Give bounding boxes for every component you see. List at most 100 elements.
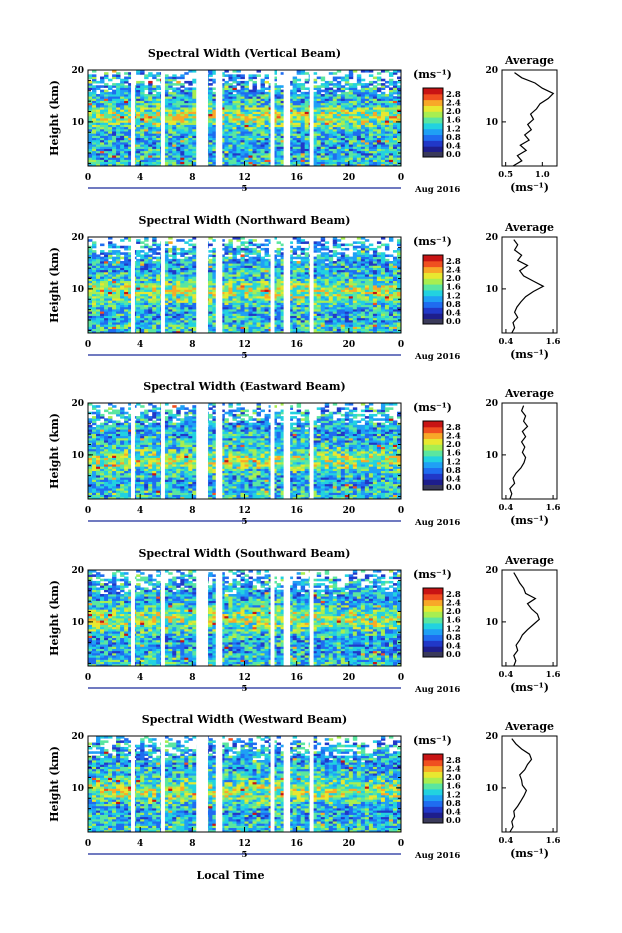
panel-title: Spectral Width (Vertical Beam) [148, 47, 341, 60]
heatmap-cell [88, 239, 92, 242]
heatmap-cell [152, 85, 156, 88]
heatmap-cell [232, 94, 236, 97]
heatmap-cell [377, 87, 381, 90]
heatmap-cell [100, 244, 104, 247]
avg-x-axis-label: (ms⁻¹) [510, 181, 549, 194]
heatmap-cell [369, 74, 373, 77]
heatmap-cell [168, 92, 172, 95]
x-tick-label: 16 [290, 173, 303, 183]
heatmap-cell [100, 77, 104, 80]
x-tick-label: 8 [189, 173, 195, 183]
heatmap-cell [108, 241, 112, 244]
x-tick-label: 12 [238, 173, 251, 183]
heatmap-cell [325, 81, 329, 84]
heatmap-cell [373, 85, 377, 88]
heatmap-cell [116, 250, 120, 253]
heatmap-cell [245, 259, 249, 262]
heatmap-cell [184, 241, 188, 244]
colorbar-tick-label: 2.0 [446, 107, 461, 117]
heatmap-cell [108, 261, 112, 264]
heatmap-cell [261, 248, 265, 251]
heatmap-cell [100, 250, 104, 253]
heatmap-cell [168, 248, 172, 251]
heatmap-cell [228, 257, 232, 260]
heatmap-cell [361, 83, 365, 86]
heatmap-cell [224, 244, 228, 247]
avg-x-tick-label: 1.0 [535, 170, 550, 180]
heatmap-cell [184, 87, 188, 90]
colorbar-tick-label: 1.2 [446, 124, 461, 134]
heatmap-cell [152, 248, 156, 251]
colorbar-swatch [423, 129, 443, 135]
heatmap-cell [192, 244, 196, 247]
heatmap-cell [156, 252, 160, 255]
heatmap-cell [180, 90, 184, 93]
heatmap-cell [92, 74, 96, 77]
heatmap-cell [104, 83, 108, 86]
data-gap [284, 70, 291, 166]
heatmap-cell [224, 74, 228, 77]
heatmap-cell [96, 81, 100, 84]
heatmap-cell [341, 85, 345, 88]
heatmap-cell [253, 257, 257, 260]
heatmap-cell [124, 246, 128, 249]
heatmap-cell [176, 87, 180, 90]
heatmap-cell [277, 85, 281, 88]
heatmap-cell [156, 257, 160, 260]
heatmap-cell [192, 79, 196, 82]
heatmap-cell [265, 74, 269, 77]
heatmap-cell [357, 74, 361, 77]
heatmap-cell [140, 246, 144, 249]
heatmap-cell [148, 81, 152, 84]
heatmap-cell [92, 241, 96, 244]
heatmap-cell [257, 74, 261, 77]
heatmap-cell [265, 81, 269, 84]
heatmap-cell [116, 83, 120, 86]
heatmap-cell [104, 252, 108, 255]
heatmap-cell [389, 87, 393, 90]
heatmap-cell [92, 250, 96, 253]
heatmap-cell [293, 77, 297, 80]
heatmap-cell [148, 246, 152, 249]
heatmap-cell [337, 81, 341, 84]
heatmap-cell [172, 74, 176, 77]
heatmap-cell [228, 83, 232, 86]
heatmap-cell [148, 254, 152, 257]
heatmap-cell [124, 77, 128, 80]
heatmap-cell [208, 259, 212, 262]
heatmap-cell [188, 248, 192, 251]
heatmap-cell [249, 239, 253, 242]
heatmap-cell [377, 83, 381, 86]
heatmap-cell [88, 81, 92, 84]
x-tick-label: 0 [398, 173, 404, 183]
heatmap-cell [208, 250, 212, 253]
heatmap-cell [317, 77, 321, 80]
heatmap-cell [245, 81, 249, 84]
heatmap-cell [208, 83, 212, 86]
panel-1: Spectral Width (Vertical Beam)2010Height… [48, 47, 557, 195]
heatmap-cell [297, 83, 301, 86]
heatmap-cell [249, 90, 253, 93]
heatmap-cell [329, 81, 333, 84]
heatmap-cells [88, 70, 401, 166]
avg-y-tick-label: 10 [485, 118, 498, 128]
heatmap-cell [156, 85, 160, 88]
heatmap-cell [96, 254, 100, 257]
heatmap-cell [156, 244, 160, 247]
heatmap-cell [144, 252, 148, 255]
heatmap-cell [301, 83, 305, 86]
heatmap-cell [265, 244, 269, 247]
colorbar-swatch [423, 140, 443, 146]
heatmap-cell [168, 77, 172, 80]
heatmap-cell [184, 250, 188, 253]
heatmap-cell [353, 83, 357, 86]
heatmap-cell [180, 83, 184, 86]
heatmap-cell [236, 90, 240, 93]
heatmap-cell [245, 241, 249, 244]
heatmap-cell [393, 81, 397, 84]
heatmap-cell [116, 246, 120, 249]
colorbar-unit: (ms⁻¹) [413, 68, 452, 81]
heatmap-cell [176, 252, 180, 255]
heatmap-cell [148, 72, 152, 75]
heatmap-cell [192, 87, 196, 90]
